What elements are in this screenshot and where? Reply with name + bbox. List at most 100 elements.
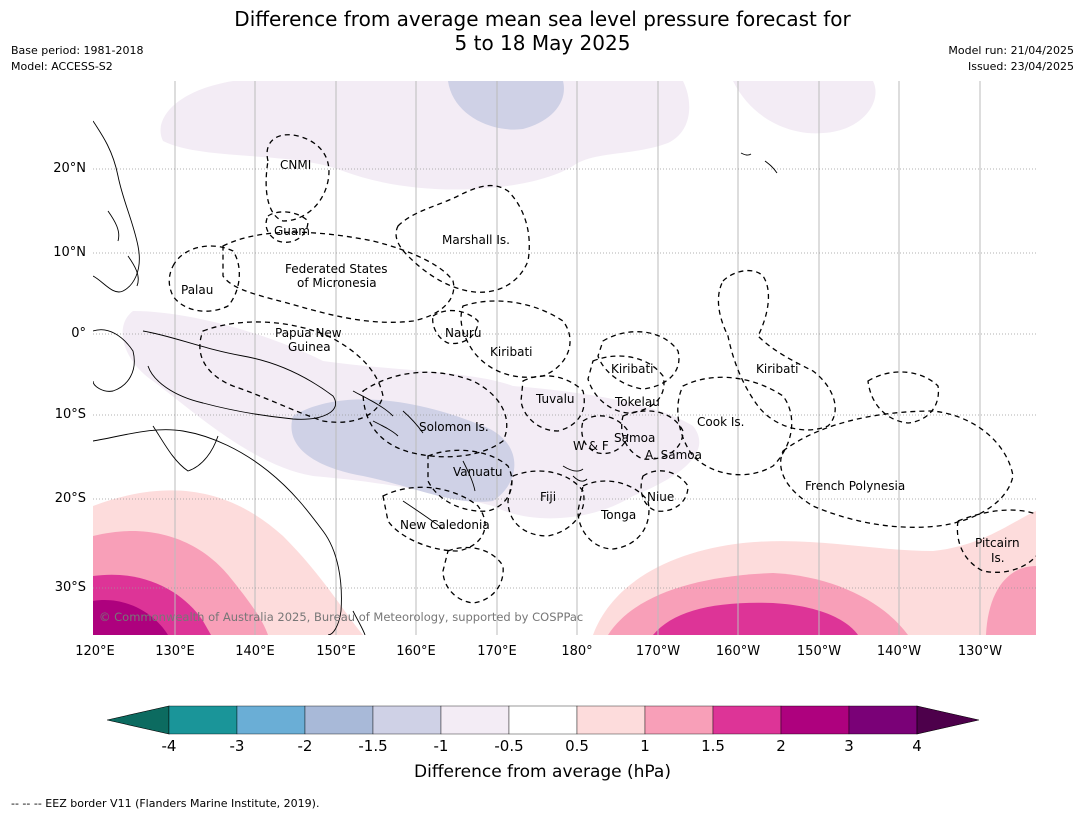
lon-label-150e: 150°E <box>316 644 356 659</box>
run-info: Model run: 21/04/2025 Issued: 23/04/2025 <box>948 43 1074 75</box>
anomaly-region-northeast <box>733 81 876 134</box>
eez-cnmi <box>265 134 330 222</box>
colorbar-bin-6 <box>508 705 578 735</box>
eez-french-polynesia <box>780 410 1014 528</box>
label-wallis: W & F <box>573 439 609 453</box>
label-solomon: Solomon Is. <box>419 420 489 434</box>
colorbar-bin-4 <box>372 705 442 735</box>
colorbar-bin-2 <box>236 705 306 735</box>
colorbar-bin-3 <box>304 705 374 735</box>
base-period: Base period: 1981-2018 <box>11 44 144 57</box>
label-fsm-2: of Micronesia <box>297 276 377 290</box>
eez-solomon <box>362 371 508 458</box>
eez-kiribati-line <box>717 269 836 431</box>
eez-vanuatu <box>427 449 513 512</box>
title-line-2: 5 to 18 May 2025 <box>454 31 631 55</box>
lat-label-20n: 20°N <box>53 161 86 176</box>
colorbar-bin-8 <box>644 705 714 735</box>
label-fsm-1: Federated States <box>285 262 387 276</box>
anomaly-shading <box>93 81 1036 635</box>
label-guam: Guam <box>274 224 310 238</box>
lon-label-130e: 130°E <box>155 644 195 659</box>
colorbar <box>106 704 980 736</box>
borneo-coast <box>93 329 135 392</box>
model-info: Base period: 1981-2018 Model: ACCESS-S2 <box>11 43 143 75</box>
eez-cook-islands <box>677 376 793 476</box>
label-french-polynesia: French Polynesia <box>805 479 905 493</box>
lon-label-170e: 170°E <box>477 644 517 659</box>
eez-wallis-futuna <box>581 415 629 455</box>
eez-legend-note: -- -- -- EEZ border V11 (Flanders Marine… <box>11 797 320 810</box>
colorbar-tick: 4 <box>912 737 922 755</box>
anomaly-region-north <box>160 81 690 190</box>
colorbar-extend-low <box>106 705 170 735</box>
eez-borders <box>168 134 1036 604</box>
colorbar-bin-5 <box>440 705 510 735</box>
map-title: Difference from average mean sea level p… <box>0 7 1085 55</box>
graticule <box>174 81 981 635</box>
new-zealand-coast <box>352 610 366 635</box>
label-png-2: Guinea <box>288 340 331 354</box>
colorbar-tick: 3 <box>844 737 854 755</box>
colorbar-tick: 1.5 <box>701 737 725 755</box>
eez-niue <box>640 470 689 512</box>
colorbar-bin-10 <box>780 705 850 735</box>
eez-tonga <box>577 480 650 550</box>
colorbar-tick: 1 <box>640 737 650 755</box>
colorbar-label: Difference from average (hPa) <box>414 762 671 782</box>
issued-date: Issued: 23/04/2025 <box>967 60 1074 73</box>
lat-label-20s: 20°S <box>54 491 86 506</box>
colorbar-bin-7 <box>576 705 646 735</box>
label-vanuatu: Vanuatu <box>453 465 503 479</box>
lon-label-140e: 140°E <box>235 644 275 659</box>
anomaly-high-sw-4 <box>93 600 168 635</box>
colorbar-tick: -2 <box>297 737 313 755</box>
colorbar-tick: -1.5 <box>358 737 388 755</box>
new-caledonia-coast <box>402 500 444 530</box>
vanuatu-coast <box>462 460 476 492</box>
label-samoa: Samoa <box>614 431 655 445</box>
colorbar-tick: 0.5 <box>565 737 589 755</box>
label-fiji: Fiji <box>540 490 556 504</box>
label-kiribati-west: Kiribati <box>490 345 532 359</box>
eez-png <box>199 321 384 423</box>
label-niue: Niue <box>647 490 674 504</box>
eez-guam <box>265 211 309 243</box>
lat-label-10n: 10°N <box>53 245 86 260</box>
label-new-caledonia: New Caledonia <box>400 518 490 532</box>
eez-fsm <box>222 231 455 323</box>
lon-label-140w: 140°W <box>876 644 922 659</box>
lon-label-170w: 170°W <box>635 644 681 659</box>
label-palau: Palau <box>181 283 213 297</box>
lat-label-10s: 10°S <box>54 407 86 422</box>
lon-label-130w: 130°W <box>957 644 1003 659</box>
lat-label-0: 0° <box>71 326 86 341</box>
lon-label-160e: 160°E <box>396 644 436 659</box>
anomaly-high-se-4 <box>653 602 858 635</box>
philippines-coast <box>93 120 140 293</box>
label-nauru: Nauru <box>445 326 481 340</box>
colorbar-tick: -1 <box>433 737 449 755</box>
label-tokelau: Tokelau <box>614 395 660 409</box>
label-cnmi: CNMI <box>280 158 311 172</box>
anomaly-high-se-3 <box>986 566 1036 635</box>
model-name: Model: ACCESS-S2 <box>11 60 113 73</box>
label-marshall: Marshall Is. <box>442 233 510 247</box>
colorbar-tick: -4 <box>161 737 177 755</box>
eez-new-zealand <box>442 546 504 604</box>
colorbar-tick: -3 <box>229 737 245 755</box>
label-tonga: Tonga <box>600 508 636 522</box>
fiji-coast <box>562 465 588 482</box>
label-pitcairn-1: Pitcairn <box>975 536 1020 550</box>
anomaly-core-north <box>448 81 564 130</box>
label-kiribati-east: Kiribati <box>756 362 798 376</box>
copyright-notice: © Commonwealth of Australia 2025, Bureau… <box>99 610 583 624</box>
anomaly-core-tropics <box>291 399 515 502</box>
colorbar-tick: -0.5 <box>494 737 524 755</box>
colorbar-tick: 2 <box>776 737 786 755</box>
colorbar-bin-1 <box>168 705 238 735</box>
label-tuvalu: Tuvalu <box>535 392 575 406</box>
lon-label-120e: 120°E <box>75 644 115 659</box>
eez-french-polynesia-marquesas <box>867 371 940 424</box>
eez-new-caledonia <box>382 486 486 552</box>
